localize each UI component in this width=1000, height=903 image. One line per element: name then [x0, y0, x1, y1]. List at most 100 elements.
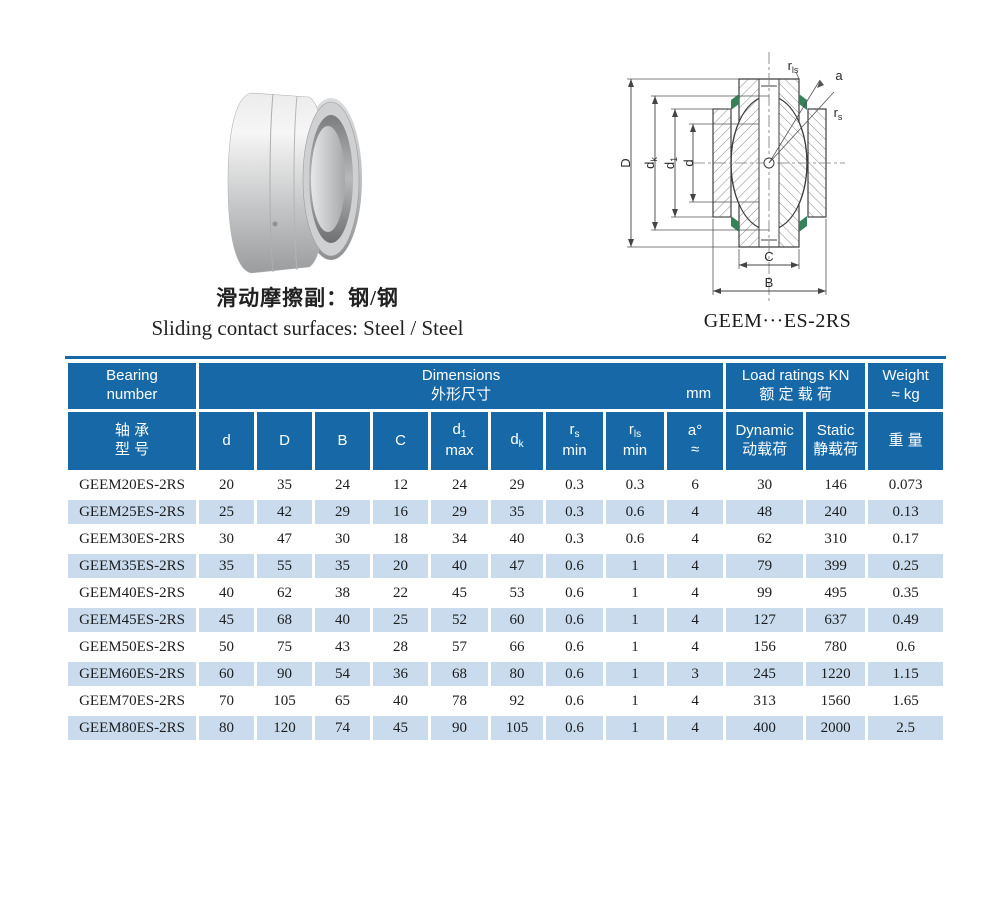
- table-cell: 20: [219, 476, 234, 493]
- table-cell: 80: [491, 662, 543, 686]
- table-cell: 1: [631, 584, 639, 601]
- table-cell: 310: [824, 530, 847, 547]
- photo-caption: 滑动摩擦副：钢/钢 Sliding contact surfaces: Stee…: [110, 282, 505, 341]
- table-cell: 4: [691, 638, 699, 655]
- col-header-C: C: [373, 412, 428, 470]
- table-cell: 1: [606, 554, 664, 578]
- bearing-cross-section-diagram: D dk d1 d C B rls a rs: [593, 46, 893, 308]
- col-header-weight: 重 量: [868, 412, 944, 470]
- table-row: GEEM80ES-2RS 80 120 74 45 90 105 0.6 1 4…: [68, 716, 944, 740]
- table-cell: 3: [667, 662, 724, 686]
- table-cell: 29: [509, 476, 525, 493]
- table-cell: 50: [219, 638, 234, 655]
- table-cell: 120: [257, 716, 312, 740]
- table-cell: 40: [509, 530, 525, 547]
- table-row: GEEM30ES-2RS 30 47 30 18 34 40 0.3 0.6 4…: [68, 527, 943, 551]
- table-cell: 2000: [806, 716, 866, 740]
- table-cell: 0.6: [546, 608, 603, 632]
- table-cell: 313: [753, 692, 776, 709]
- table-cell: 48: [726, 500, 804, 524]
- table-cell: 28: [393, 638, 408, 655]
- table-cell: 90: [257, 662, 312, 686]
- table-cell: 0.6: [546, 662, 603, 686]
- dim-label-a: a: [835, 68, 843, 83]
- bearing-spec-table: Bearing number Dimensions 外形尺寸 mm Load r…: [65, 360, 946, 743]
- table-cell: 42: [257, 500, 312, 524]
- table-cell: 16: [373, 500, 428, 524]
- table-cell: 0.6: [896, 638, 916, 655]
- table-cell: 45: [452, 584, 467, 601]
- table-cell: 127: [726, 608, 804, 632]
- table-cell: 399: [806, 554, 866, 578]
- table-cell: 4: [667, 608, 724, 632]
- table-cell: 245: [726, 662, 804, 686]
- table-cell: 240: [806, 500, 866, 524]
- col-header-angle-a: a° ≈: [667, 412, 724, 470]
- cell-bearing-number: GEEM30ES-2RS: [79, 530, 185, 547]
- table-cell: 35: [315, 554, 370, 578]
- table-cell: 25: [199, 500, 254, 524]
- cell-bearing-number: GEEM25ES-2RS: [68, 500, 196, 524]
- table-row: GEEM40ES-2RS 40 62 38 22 45 53 0.6 1 4 9…: [68, 581, 943, 605]
- table-header-row: 轴 承型 号 d D B C d1 max dk rs min rls min a° ≈…: [68, 412, 944, 470]
- table-cell: 0.6: [546, 554, 603, 578]
- col-group-weight: Weight ≈ kg: [868, 363, 944, 409]
- table-cell: 90: [431, 716, 488, 740]
- table-header-group-row: Bearing number Dimensions 外形尺寸 mm Load r…: [68, 363, 944, 409]
- table-cell: 79: [726, 554, 804, 578]
- table-cell: 105: [491, 716, 543, 740]
- dimensions-unit-label: mm: [686, 385, 712, 403]
- table-cell: 24: [335, 476, 350, 493]
- table-cell: 75: [277, 638, 292, 655]
- table-cell: 66: [509, 638, 525, 655]
- table-cell: 29: [315, 500, 370, 524]
- table-cell: 99: [757, 584, 773, 601]
- table-cell: 53: [509, 584, 525, 601]
- photo-caption-chinese: 滑动摩擦副：钢/钢: [216, 286, 399, 310]
- diagram-image: D dk d1 d C B rls a rs: [618, 52, 845, 302]
- table-cell: 30: [757, 476, 773, 493]
- table-cell: 0.073: [888, 476, 923, 493]
- table-cell: 4: [691, 692, 699, 709]
- table-cell: 25: [373, 608, 428, 632]
- table-cell: 1220: [806, 662, 866, 686]
- table-cell: 57: [452, 638, 467, 655]
- table-cell: 1.15: [868, 662, 944, 686]
- table-row: GEEM70ES-2RS 70 105 65 40 78 92 0.6 1 4 …: [68, 689, 943, 713]
- table-cell: 34: [452, 530, 467, 547]
- table-cell: 1.65: [892, 692, 919, 709]
- table-row: GEEM20ES-2RS 20 35 24 12 24 29 0.3 0.3 6…: [68, 473, 943, 497]
- table-cell: 0.6: [546, 716, 603, 740]
- table-cell: 637: [806, 608, 866, 632]
- table-row: GEEM45ES-2RS 45 68 40 25 52 60 0.6 1 4 1…: [68, 608, 944, 632]
- col-header-d1-max: d1 max: [431, 412, 488, 470]
- cell-bearing-number: GEEM40ES-2RS: [79, 584, 185, 601]
- bearing-photo: [225, 90, 365, 280]
- table-cell: 0.17: [892, 530, 919, 547]
- table-cell: 0.3: [546, 500, 603, 524]
- col-header-rls-min: rls min: [606, 412, 664, 470]
- table-cell: 55: [257, 554, 312, 578]
- table-cell: 1: [606, 608, 664, 632]
- table-cell: 30: [335, 530, 350, 547]
- table-cell: 36: [373, 662, 428, 686]
- table-cell: 40: [219, 584, 234, 601]
- photo-caption-english: Sliding contact surfaces: Steel / Steel: [151, 316, 464, 340]
- table-cell: 45: [199, 608, 254, 632]
- table-cell: 62: [277, 584, 292, 601]
- table-cell: 60: [491, 608, 543, 632]
- table-cell: 780: [824, 638, 847, 655]
- table-cell: 1: [631, 692, 639, 709]
- table-cell: 0.35: [892, 584, 919, 601]
- table-cell: 0.6: [625, 530, 645, 547]
- table-cell: 92: [509, 692, 525, 709]
- table-cell: 40: [315, 608, 370, 632]
- diagram-caption: GEEM···ES-2RS: [703, 310, 852, 332]
- col-header-static: Static 静载荷: [806, 412, 866, 470]
- table-cell: 1: [606, 716, 664, 740]
- table-cell: 0.6: [565, 692, 584, 709]
- col-header-d: d: [199, 412, 254, 470]
- table-cell: 18: [393, 530, 408, 547]
- cell-bearing-number: GEEM80ES-2RS: [68, 716, 196, 740]
